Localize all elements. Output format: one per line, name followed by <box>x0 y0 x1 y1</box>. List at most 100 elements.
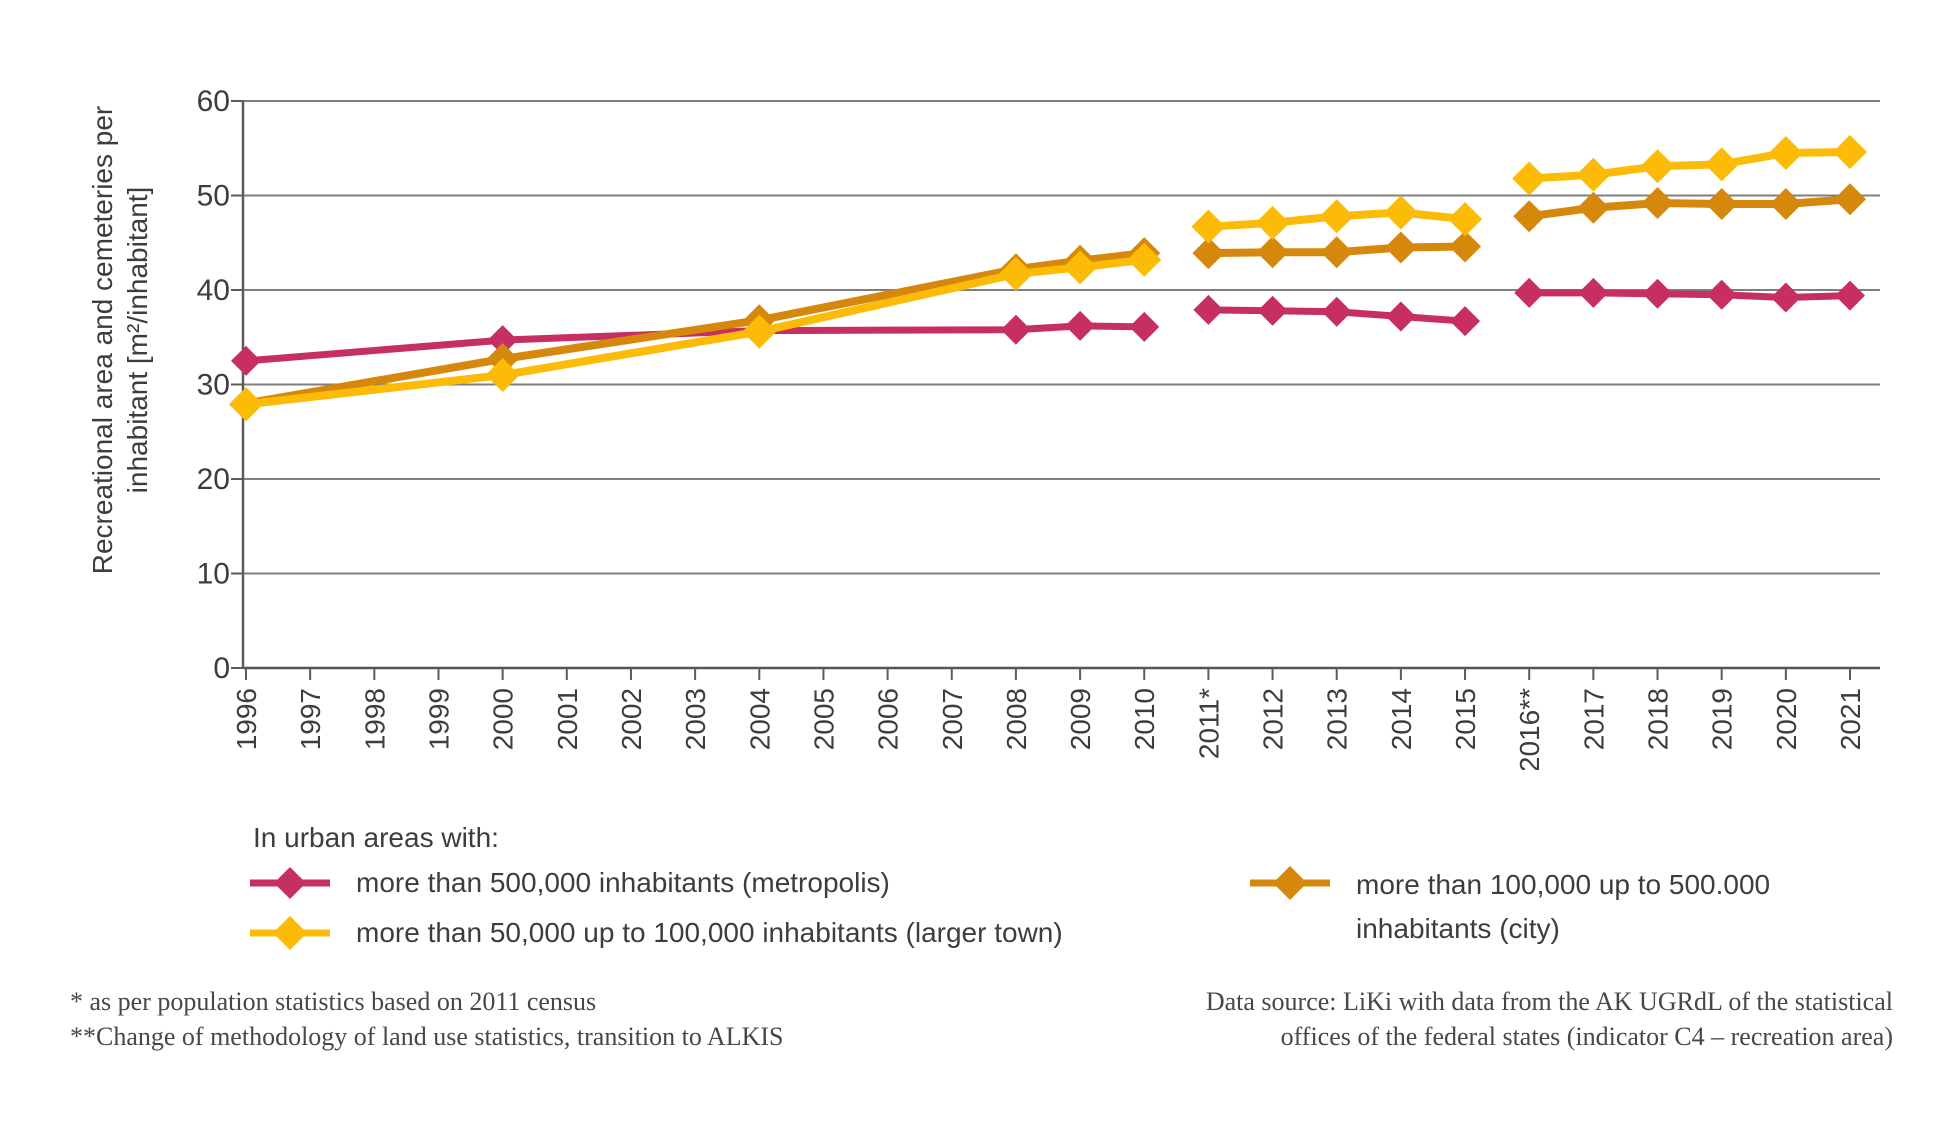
x-label-2008: 2008 <box>1001 688 1032 750</box>
x-label-2004: 2004 <box>744 688 775 750</box>
axes <box>231 100 1880 680</box>
point-metropolis-2017 <box>1578 277 1609 308</box>
legend-marker-larger-town <box>250 916 330 950</box>
point-city-2012 <box>1256 236 1289 269</box>
x-axis-tick-labels: 1996 1997 1998 1999 2000 2001 2002 2003 2004 2005… <box>231 688 1866 770</box>
x-label-2020: 2020 <box>1771 688 1802 750</box>
point-city-2016 <box>1513 200 1546 233</box>
y-label-50: 50 <box>197 180 230 213</box>
point-larger_town-1996 <box>229 387 263 422</box>
point-larger_town-2020 <box>1768 135 1803 170</box>
y-label-20: 20 <box>197 463 230 496</box>
x-label-2001: 2001 <box>552 688 583 750</box>
x-label-2012: 2012 <box>1258 688 1289 750</box>
data-series <box>229 135 1867 422</box>
x-label-2018: 2018 <box>1643 688 1674 750</box>
point-city-2011 <box>1192 237 1225 270</box>
x-label-2000: 2000 <box>488 688 519 750</box>
point-metropolis-2012 <box>1257 295 1288 326</box>
point-city-2013 <box>1320 236 1353 269</box>
point-larger_town-2012 <box>1255 205 1290 240</box>
point-metropolis-2020 <box>1770 282 1801 313</box>
y-label-60: 60 <box>197 85 230 118</box>
point-city-2017 <box>1577 191 1610 224</box>
legend-label-city-line2: inhabitants (city) <box>1356 913 1560 944</box>
x-label-1997: 1997 <box>295 688 326 750</box>
y-label-10: 10 <box>197 558 230 591</box>
point-city-2019 <box>1705 188 1738 221</box>
legend-label-larger-town: more than 50,000 up to 100,000 inhabitan… <box>356 917 1063 948</box>
x-label-1998: 1998 <box>359 688 390 750</box>
data-source: Data source: LiKi with data from the AK … <box>1000 984 1893 1054</box>
point-metropolis-2014 <box>1385 301 1416 332</box>
point-metropolis-2016 <box>1514 277 1545 308</box>
point-larger_town-2017 <box>1576 157 1611 192</box>
y-label-0: 0 <box>213 652 230 685</box>
point-city-2014 <box>1384 231 1417 264</box>
x-label-2021: 2021 <box>1835 688 1866 750</box>
x-label-2002: 2002 <box>616 688 647 750</box>
point-larger_town-2018 <box>1640 149 1675 184</box>
point-larger_town-2021 <box>1833 135 1867 170</box>
data-source-line2: offices of the federal states (indicator… <box>1280 1022 1893 1051</box>
legend-label-city: more than 100,000 up to 500.000 inhabita… <box>1356 863 1770 951</box>
x-label-2017: 2017 <box>1578 688 1609 750</box>
x-label-2005: 2005 <box>808 688 839 750</box>
point-larger_town-2010 <box>1127 242 1162 277</box>
x-label-2011*: 2011* <box>1193 688 1224 759</box>
point-city-2015 <box>1449 230 1482 263</box>
legend-marker-metropolis <box>250 867 330 899</box>
legend-item-larger-town: more than 50,000 up to 100,000 inhabitan… <box>250 913 1063 953</box>
point-larger_town-2014 <box>1383 195 1418 230</box>
legend-diamond-icon <box>274 867 306 899</box>
legend-label-metropolis: more than 500,000 inhabitants (metropoli… <box>356 867 890 898</box>
line-city-segment-3 <box>1528 195 1851 221</box>
point-larger_town-2009 <box>1063 250 1098 285</box>
point-larger_town-2011 <box>1191 209 1226 244</box>
legend-marker-city <box>1250 866 1330 900</box>
x-label-2009: 2009 <box>1065 688 1096 750</box>
y-axis-tick-labels: 0 10 20 30 40 50 60 <box>197 85 230 685</box>
point-metropolis-2000 <box>487 325 518 356</box>
legend-item-metropolis: more than 500,000 inhabitants (metropoli… <box>250 863 890 903</box>
legend-diamond-icon <box>1273 866 1307 900</box>
point-larger_town-2013 <box>1319 199 1354 234</box>
point-metropolis-2015 <box>1450 306 1481 337</box>
point-metropolis-2018 <box>1642 278 1673 309</box>
x-label-2015: 2015 <box>1450 688 1481 750</box>
legend-label-city-line1: more than 100,000 up to 500.000 <box>1356 869 1771 900</box>
point-city-2020 <box>1769 188 1802 221</box>
y-label-30: 30 <box>197 369 230 402</box>
legend-item-city: more than 100,000 up to 500.000 inhabita… <box>1250 863 1770 951</box>
point-larger_town-2008 <box>998 256 1033 291</box>
legend-heading: In urban areas with: <box>253 822 499 853</box>
x-label-2010: 2010 <box>1129 688 1160 750</box>
point-city-2021 <box>1834 183 1866 216</box>
point-metropolis-2011 <box>1193 294 1224 325</box>
series-larger_town <box>229 135 1867 422</box>
y-axis-title-line2: inhabitant [m²/inhabitant] <box>122 187 153 494</box>
point-larger_town-2000 <box>485 358 520 393</box>
line-metropolis-segment-3 <box>1529 289 1851 302</box>
data-source-line1: Data source: LiKi with data from the AK … <box>1205 987 1893 1016</box>
x-label-2014: 2014 <box>1386 688 1417 750</box>
x-label-2006: 2006 <box>873 688 904 750</box>
point-metropolis-2013 <box>1321 296 1352 327</box>
point-metropolis-2009 <box>1065 310 1096 341</box>
point-city-2018 <box>1641 187 1674 220</box>
x-label-2003: 2003 <box>680 688 711 750</box>
x-label-2019: 2019 <box>1707 688 1738 750</box>
point-larger_town-2016 <box>1512 161 1547 196</box>
line-chart: 1996 1997 1998 1999 2000 2001 2002 2003 2004 2005… <box>87 85 1880 770</box>
x-label-2007: 2007 <box>937 688 968 750</box>
x-label-1999: 1999 <box>423 688 454 750</box>
x-label-2013: 2013 <box>1322 688 1353 750</box>
point-metropolis-2008 <box>1000 314 1031 345</box>
gridlines <box>243 100 1880 575</box>
series-metropolis <box>231 277 1865 376</box>
footnotes: * as per population statistics based on … <box>70 984 783 1054</box>
point-metropolis-2021 <box>1835 280 1865 311</box>
point-larger_town-2004 <box>742 314 777 349</box>
footnote-census: * as per population statistics based on … <box>70 987 597 1016</box>
